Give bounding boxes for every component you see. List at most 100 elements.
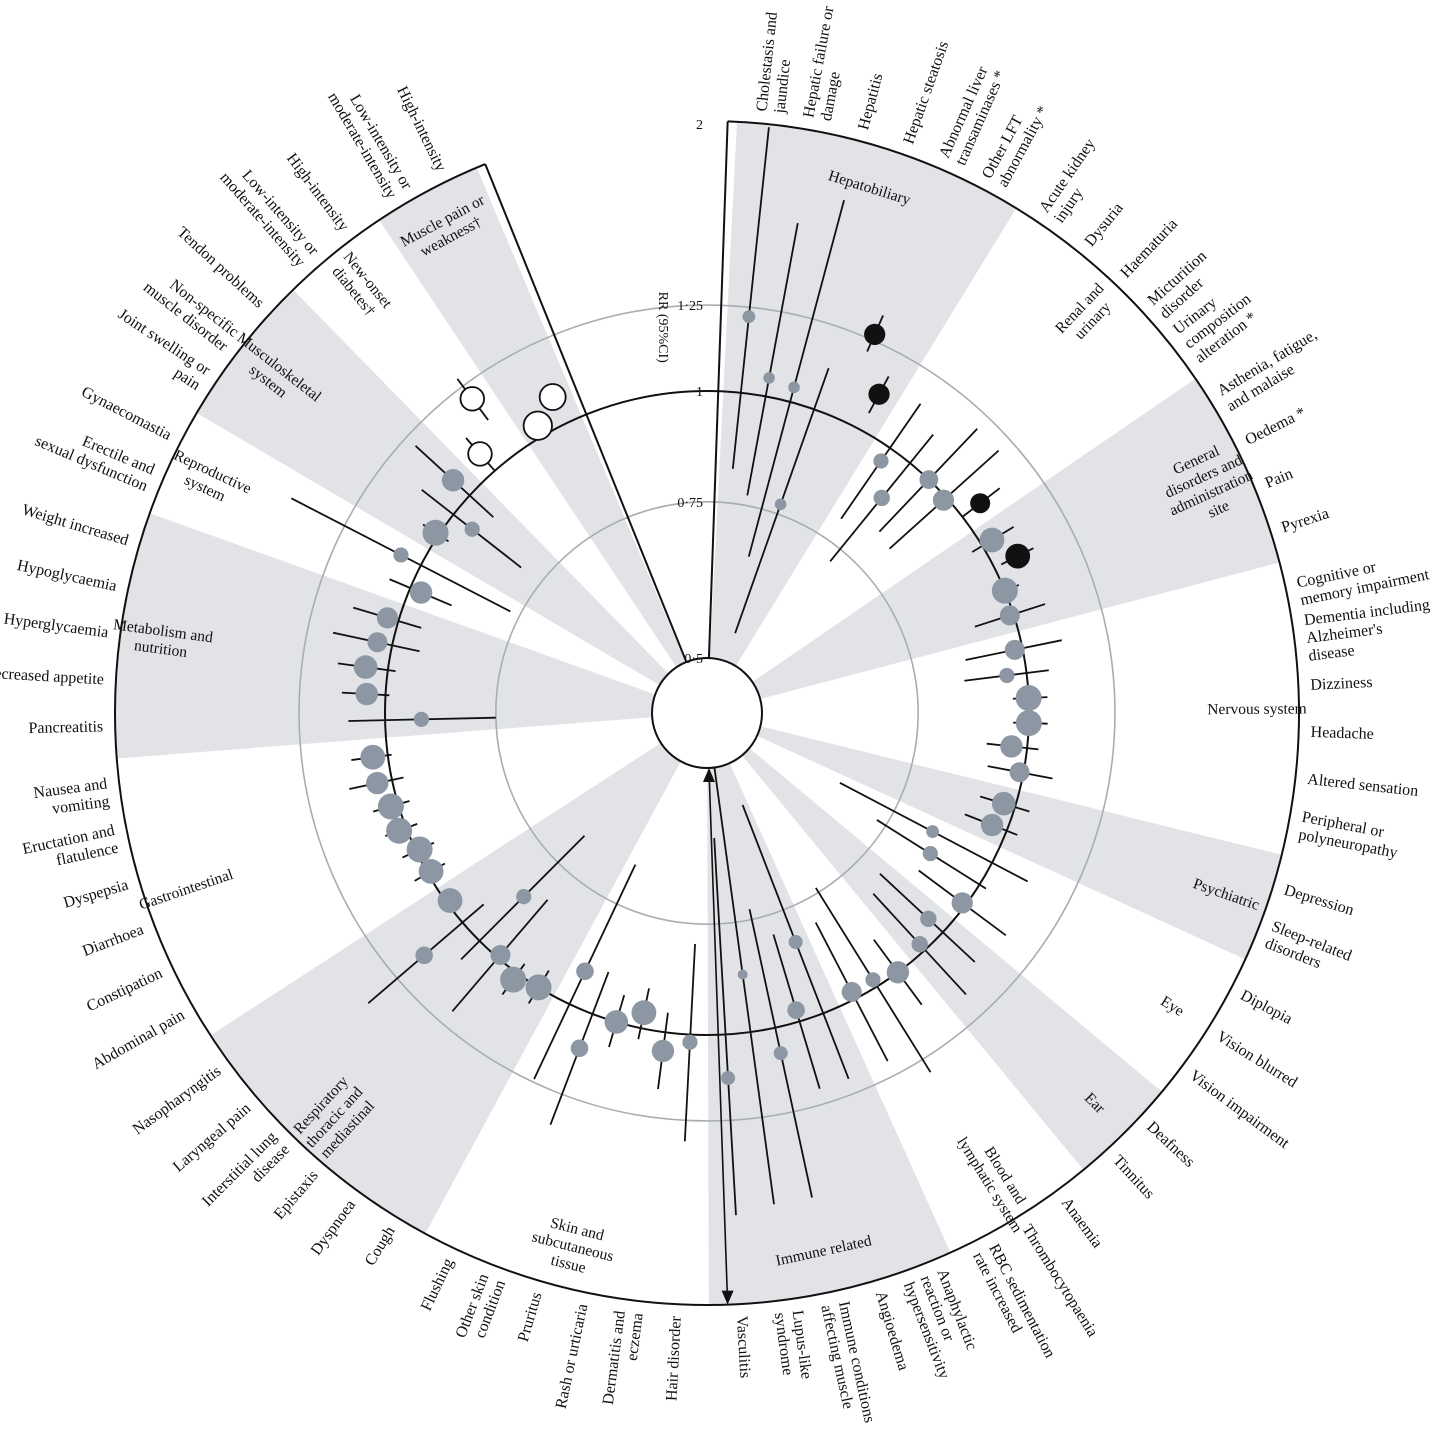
point-estimate-thrombocytopaenia	[865, 972, 881, 988]
outcome-label-line: Pyrexia	[1279, 505, 1331, 536]
band-respiratory-thoracic-and-mediastinal	[210, 742, 681, 1234]
outcome-label-eructation-and-flatulence: Eructation andflatulence	[21, 822, 120, 876]
ci-line	[713, 837, 737, 1216]
outcome-label-constipation: Constipation	[84, 965, 165, 1015]
axis-tick-label: 1·25	[677, 299, 703, 314]
point-estimate-deafness	[920, 910, 937, 927]
point-estimate-rbc-sedimentation-rate-increased	[841, 981, 862, 1002]
outcome-label-dyspnoea: Dyspnoea	[308, 1197, 359, 1259]
band-ear	[741, 748, 1162, 1170]
outcome-label-line: Hypoglycaemia	[16, 557, 119, 595]
point-estimate-high-intensity	[538, 383, 567, 411]
outcome-label-immune-conditions-affecting-muscle: Immune conditionsaffecting muscle	[817, 1300, 877, 1429]
point-estimate-constipation	[406, 836, 433, 863]
category-label-new-onset-diabetes: New-onsetdiabetes†	[326, 249, 396, 324]
point-estimate-nausea-and-vomiting	[360, 744, 386, 770]
outcome-label-epistaxis: Epistaxis	[271, 1167, 322, 1223]
outcome-label-rash-or-urticaria: Rash or urticaria	[553, 1302, 592, 1410]
outcome-label-pancreatitis: Pancreatitis	[28, 718, 103, 737]
outcome-label-line: Vision blurred	[1213, 1028, 1300, 1091]
category-label-eye: Eye	[1157, 993, 1187, 1020]
outcome-label-line: jaundice	[771, 59, 794, 116]
outcome-label-line: Anaemia	[1058, 1195, 1106, 1252]
outcome-label-line: Hyperglycaemia	[3, 611, 110, 642]
outcome-label-line: Diarrhoea	[80, 921, 146, 960]
outcome-label-hypoglycaemia: Hypoglycaemia	[16, 557, 119, 595]
outcome-label-line: Angioedema	[872, 1289, 912, 1372]
outcome-label-line: Hepatic steatosis	[900, 39, 952, 146]
band-hepatobiliary	[709, 121, 1017, 667]
axis-tick-label: 2	[696, 118, 703, 133]
point-estimate-vasculitis	[721, 1071, 736, 1086]
outcome-label-line: Weight increased	[20, 501, 130, 549]
outcome-label-line: Diplopia	[1237, 987, 1294, 1028]
outcome-label-line: Headache	[1310, 724, 1374, 743]
outcome-label-nausea-and-vomiting: Nausea andvomiting	[32, 775, 110, 819]
category-label-gastrointestinal: Gastrointestinal	[137, 866, 235, 914]
outcome-label-line: Vasculitis	[733, 1316, 754, 1379]
outcome-label-line: Hepatitis	[855, 72, 886, 132]
point-estimate-low-intensity-or-moderate-intensity	[467, 441, 493, 467]
outcome-label-tinnitus: Tinnitus	[1109, 1152, 1157, 1202]
point-estimate-hepatitis	[788, 381, 800, 394]
outcome-label-hepatic-steatosis: Hepatic steatosis	[900, 39, 952, 146]
point-estimate-non-specific-muscle-disorder	[464, 521, 480, 537]
point-estimate-urinary-composition-alteration	[970, 493, 991, 514]
point-estimate-asthenia-fatigue-and-malaise	[979, 527, 1005, 553]
point-estimate-dyspepsia	[377, 793, 404, 820]
radial-axis: 0·5 0·75 1 1·25 2 RR (95%CI)	[655, 118, 734, 1305]
outcome-label-vision-blurred: Vision blurred	[1213, 1028, 1300, 1091]
point-estimate-erectile-and-sexual-dysfunction	[409, 581, 433, 604]
point-estimate-pyrexia	[999, 605, 1020, 626]
band-musculoskeletal-system	[196, 289, 669, 686]
point-estimate-gynaecomastia	[393, 547, 409, 563]
point-estimate-joint-swelling-or-pain	[422, 519, 449, 546]
outcome-label-anaemia: Anaemia	[1058, 1195, 1106, 1252]
outcome-label-dermatitis-and-eczema: Dermatitis andeczema	[600, 1310, 647, 1408]
point-estimate-depression	[991, 791, 1016, 816]
outcome-label-hair-disorder: Hair disorder	[663, 1315, 684, 1401]
point-estimate-laryngeal-pain	[415, 946, 433, 965]
outcome-label-vasculitis: Vasculitis	[733, 1316, 754, 1379]
point-estimate-cough	[525, 974, 552, 1001]
outcome-label-diplopia: Diplopia	[1237, 987, 1294, 1028]
point-estimate-weight-increased	[376, 607, 399, 629]
point-estimate-hyperglycaemia	[353, 655, 378, 679]
outcome-label-peripheral-or-polyneuropathy: Peripheral orpolyneuropathy	[1297, 809, 1402, 862]
point-estimate-sleep-related-disorders	[980, 813, 1004, 837]
outcome-label-cough: Cough	[362, 1224, 399, 1269]
frame-edge	[484, 163, 688, 663]
outcome-label-hepatitis: Hepatitis	[855, 72, 886, 132]
point-estimate-tinnitus	[911, 936, 928, 953]
point-estimate-flushing	[576, 962, 594, 981]
point-estimate-headache	[1015, 710, 1042, 737]
category-label-skin-and-subcutaneous-tissue: Skin andsubcutaneoustissue	[526, 1211, 620, 1283]
outcome-label-line: Epistaxis	[271, 1167, 322, 1223]
point-estimate-pain	[991, 577, 1018, 604]
outcome-label-line: Altered sensation	[1306, 771, 1419, 800]
axis-title: RR (95%CI)	[655, 292, 670, 364]
point-estimate-other-skin-condition	[570, 1039, 589, 1058]
category-label-line: Nervous system	[1207, 700, 1307, 718]
outcome-label-pyrexia: Pyrexia	[1279, 505, 1331, 536]
category-label-line: Eye	[1157, 993, 1187, 1020]
point-estimate-high-intensity	[459, 386, 485, 412]
outcome-label-headache: Headache	[1310, 724, 1374, 743]
outcome-label-decreased-appetite: Decreased appetite	[0, 665, 104, 689]
outcome-label-line: Constipation	[84, 965, 165, 1015]
point-estimate-hair-disorder	[682, 1034, 698, 1050]
point-estimate-low-intensity-or-moderate-intensity	[522, 410, 553, 441]
outcome-label-diarrhoea: Diarrhoea	[80, 921, 146, 960]
outcome-label-deafness: Deafness	[1143, 1118, 1198, 1170]
point-estimate-dizziness	[1015, 685, 1042, 712]
outcome-label-dysuria: Dysuria	[1082, 200, 1127, 250]
outcome-label-line: Flushing	[418, 1256, 457, 1314]
point-estimate-dyspnoea	[500, 966, 527, 993]
point-estimate-vision-blurred	[922, 845, 938, 862]
outcome-label-line: Pancreatitis	[28, 718, 103, 737]
point-estimate-altered-sensation	[1000, 735, 1023, 758]
point-estimate-dysuria	[873, 489, 890, 507]
outcome-label-line: eczema	[624, 1312, 647, 1362]
outcome-label-line: Dyspnoea	[308, 1197, 359, 1259]
